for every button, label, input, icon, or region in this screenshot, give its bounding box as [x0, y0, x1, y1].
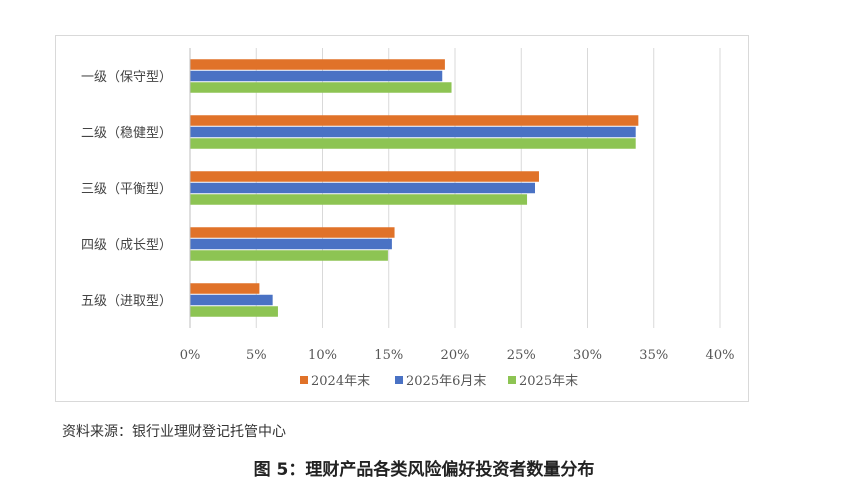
bar	[190, 182, 535, 194]
legend-swatch	[395, 376, 403, 384]
x-tick-label: 25%	[507, 348, 536, 363]
legend-label: 2025年6月末	[406, 374, 486, 389]
source-note: 资料来源：银行业理财登记托管中心	[62, 424, 286, 440]
legend-swatch	[508, 376, 516, 384]
bar	[190, 250, 388, 261]
legend-swatch	[300, 376, 308, 384]
x-tick-label: 30%	[573, 348, 602, 363]
category-label: 四级（成长型）	[81, 238, 172, 253]
category-label: 二级（稳健型）	[81, 125, 172, 141]
category-label: 一级（保守型）	[81, 70, 172, 85]
chart-frame: 0% 5% 10% 15% 20% 25% 30% 35% 40% 一级（保守型） 二级（稳健型） 三…	[55, 35, 749, 402]
legend-label: 2024年末	[311, 374, 370, 389]
x-tick-label: 35%	[639, 348, 668, 363]
bar	[190, 283, 260, 294]
bar	[190, 306, 278, 317]
legend-label: 2025年末	[519, 374, 578, 389]
bar	[190, 126, 636, 138]
x-tick-label: 10%	[308, 348, 337, 363]
x-tick-label: 40%	[706, 348, 735, 363]
bar	[190, 70, 443, 82]
bar	[190, 238, 392, 250]
x-tick-label: 5%	[246, 348, 267, 363]
x-tick-label: 20%	[441, 348, 470, 363]
category-label: 五级（进取型）	[81, 294, 172, 309]
figure-caption: 图 5：理财产品各类风险偏好投资者数量分布	[253, 460, 595, 480]
bar	[190, 59, 445, 70]
x-tick-label: 0%	[180, 348, 201, 363]
axes: 0% 5% 10% 15% 20% 25% 30% 35% 40% 一级（保守型） 二级（稳健型） 三…	[81, 48, 734, 363]
x-tick-label: 15%	[374, 348, 403, 363]
bar	[190, 138, 636, 149]
bar	[190, 194, 528, 205]
bars	[190, 59, 639, 317]
bar	[190, 171, 539, 182]
bar	[190, 115, 639, 126]
category-label: 三级（平衡型）	[81, 182, 172, 197]
bar-chart: 0% 5% 10% 15% 20% 25% 30% 35% 40% 一级（保守型） 二级（稳健型） 三…	[81, 48, 734, 389]
bar	[190, 294, 273, 306]
bar	[190, 82, 452, 93]
bar	[190, 227, 395, 238]
legend: 2024年末 2025年6月末 2025年末	[300, 374, 578, 389]
